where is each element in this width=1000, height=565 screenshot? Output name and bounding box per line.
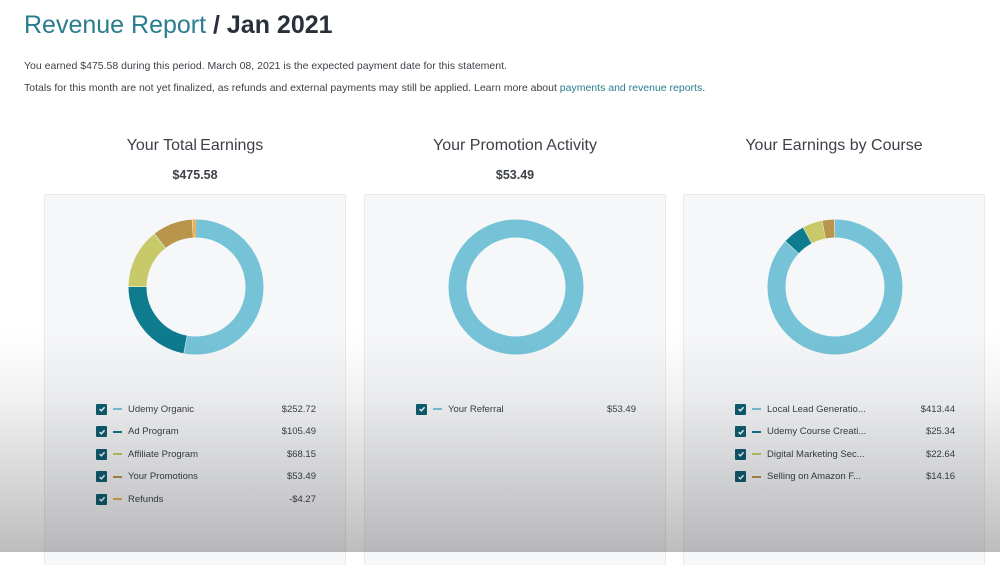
section-total (683, 168, 985, 186)
legend-value: $14.16 (925, 471, 955, 483)
earnings-by-course-section: Your Earnings by Course Local Lead Gener… (683, 136, 985, 565)
legend-label: Selling on Amazon F... (767, 471, 861, 483)
legend-item[interactable]: Local Lead Generatio... $413.44 (735, 398, 955, 421)
legend-label: Ad Program (128, 426, 179, 438)
legend-label: Affiliate Program (128, 448, 199, 460)
chart-panel: Udemy Organic $252.72 Ad Program $105.49… (44, 194, 346, 565)
section-total: $53.49 (495, 168, 535, 182)
legend-value: $22.64 (925, 448, 955, 460)
legend-value: $53.49 (286, 471, 316, 483)
promotion-activity-donut-chart[interactable] (446, 217, 586, 357)
legend-item[interactable]: Udemy Organic $252.72 (96, 398, 316, 421)
legend-value: $53.49 (606, 403, 636, 415)
legend-label: Local Lead Generatio... (767, 403, 866, 415)
legend-item[interactable]: Selling on Amazon F... $14.16 (735, 466, 955, 489)
checkbox-checked-icon[interactable] (735, 403, 746, 415)
notice-end: . (702, 82, 706, 94)
slice-your-referral[interactable] (448, 219, 584, 355)
page-title: Revenue Report / Jan 2021 (24, 8, 333, 42)
slice-ad-program[interactable] (128, 219, 264, 355)
total-earnings-donut-chart[interactable] (126, 217, 266, 357)
promotion-activity-section: Your Promotion Activity $53.49 Your Refe… (364, 136, 666, 565)
legend-value: -$4.27 (289, 493, 316, 505)
legend-value: $252.72 (281, 403, 316, 415)
series-swatch-icon (113, 430, 122, 433)
chart-legend: Udemy Organic $252.72 Ad Program $105.49… (96, 398, 316, 511)
legend-label: Your Promotions (128, 471, 198, 483)
checkbox-checked-icon[interactable] (735, 426, 746, 438)
checkbox-checked-icon[interactable] (735, 471, 746, 483)
series-swatch-icon (752, 453, 761, 456)
legend-item[interactable]: Udemy Course Creati... $25.34 (735, 421, 955, 444)
legend-label: Refunds (128, 493, 164, 505)
series-swatch-icon (752, 475, 761, 478)
revenue-report-link[interactable]: Revenue Report (24, 11, 207, 39)
section-title: Your Total Earnings (126, 137, 264, 154)
total-earnings-section: Your Total Earnings $475.58 Udemy Organi… (44, 136, 346, 565)
slice-refunds[interactable] (128, 219, 264, 355)
legend-value: $105.49 (281, 426, 316, 438)
series-swatch-icon (113, 408, 122, 411)
checkbox-checked-icon[interactable] (96, 403, 107, 415)
revenue-report-page: Revenue Report / Jan 2021 You earned $47… (0, 8, 1000, 565)
legend-value: $68.15 (286, 448, 316, 460)
finalization-notice: Totals for this month are not yet finali… (24, 82, 705, 94)
section-title: Your Promotion Activity (433, 137, 597, 154)
section-title: Your Earnings by Course (745, 137, 923, 154)
chart-legend: Your Referral $53.49 (416, 398, 636, 421)
legend-label: Udemy Course Creati... (767, 426, 867, 438)
checkbox-checked-icon[interactable] (416, 403, 427, 415)
legend-item[interactable]: Digital Marketing Sec... $22.64 (735, 443, 955, 466)
checkbox-checked-icon[interactable] (96, 493, 107, 505)
series-swatch-icon (752, 430, 761, 433)
series-swatch-icon (113, 498, 122, 501)
legend-value: $413.44 (920, 403, 955, 415)
legend-item[interactable]: Refunds -$4.27 (96, 488, 316, 511)
legend-item[interactable]: Affiliate Program $68.15 (96, 443, 316, 466)
earnings-by-course-donut-chart[interactable] (765, 217, 905, 357)
legend-label: Udemy Organic (128, 403, 194, 415)
series-swatch-icon (113, 475, 122, 478)
chart-panel: Local Lead Generatio... $413.44 Udemy Co… (683, 194, 985, 565)
chart-panel: Your Referral $53.49 (364, 194, 666, 565)
checkbox-checked-icon[interactable] (96, 471, 107, 483)
notice-text: Totals for this month are not yet finali… (24, 82, 560, 94)
legend-item[interactable]: Your Referral $53.49 (416, 398, 636, 421)
legend-label: Digital Marketing Sec... (767, 448, 865, 460)
slice-local-lead-generation[interactable] (767, 219, 903, 355)
series-swatch-icon (113, 453, 122, 456)
report-period: / Jan 2021 (206, 11, 333, 39)
legend-item[interactable]: Ad Program $105.49 (96, 421, 316, 444)
series-swatch-icon (752, 408, 761, 411)
chart-legend: Local Lead Generatio... $413.44 Udemy Co… (735, 398, 955, 488)
checkbox-checked-icon[interactable] (735, 448, 746, 460)
checkbox-checked-icon[interactable] (96, 426, 107, 438)
checkbox-checked-icon[interactable] (96, 448, 107, 460)
legend-item[interactable]: Your Promotions $53.49 (96, 466, 316, 489)
legend-label: Your Referral (448, 403, 504, 415)
legend-value: $25.34 (925, 426, 955, 438)
earnings-summary: You earned $475.58 during this period. M… (24, 60, 507, 72)
section-total: $475.58 (172, 168, 218, 182)
payments-revenue-reports-link[interactable]: payments and revenue reports (559, 82, 703, 94)
series-swatch-icon (433, 408, 442, 411)
